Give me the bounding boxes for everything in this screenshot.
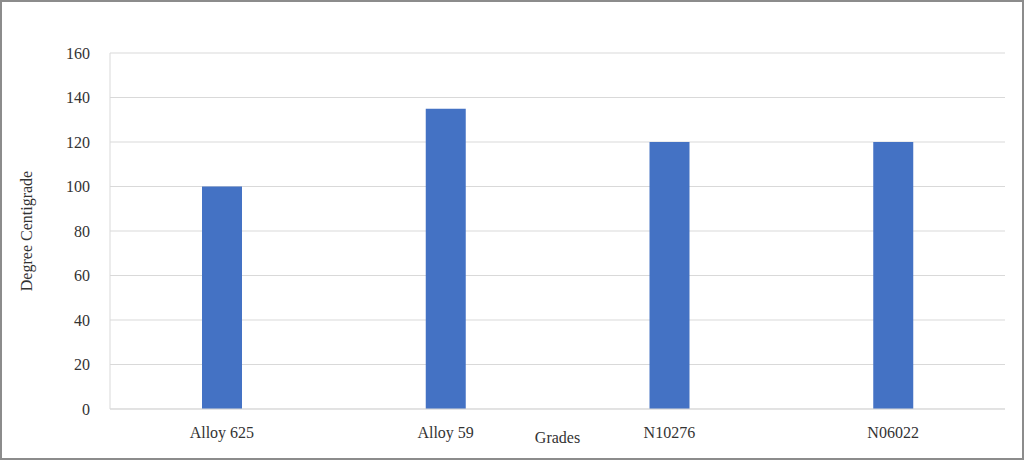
svg-text:Degree Centigrade: Degree Centigrade — [18, 171, 36, 291]
svg-text:N10276: N10276 — [644, 424, 696, 441]
svg-text:Alloy 625: Alloy 625 — [190, 424, 254, 442]
svg-text:100: 100 — [66, 178, 90, 195]
svg-text:60: 60 — [74, 267, 90, 284]
svg-text:0: 0 — [82, 401, 90, 418]
svg-text:80: 80 — [74, 223, 90, 240]
svg-text:Grades: Grades — [535, 429, 580, 446]
svg-text:160: 160 — [66, 45, 90, 62]
svg-text:140: 140 — [66, 89, 90, 106]
svg-text:20: 20 — [74, 356, 90, 373]
svg-text:120: 120 — [66, 134, 90, 151]
svg-text:N06022: N06022 — [867, 424, 919, 441]
svg-text:40: 40 — [74, 312, 90, 329]
svg-text:Alloy 59: Alloy 59 — [417, 424, 473, 442]
